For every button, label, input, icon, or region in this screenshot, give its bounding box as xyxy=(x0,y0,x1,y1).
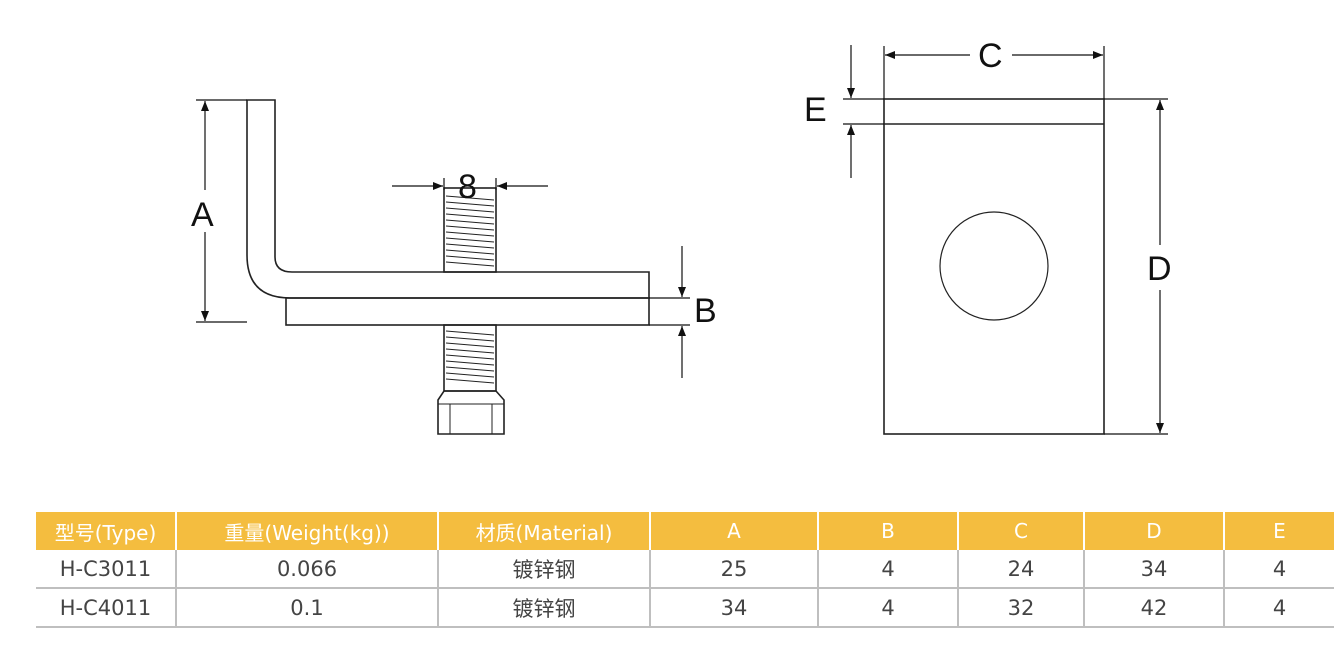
table-header-row: 型号(Type) 重量(Weight(kg)) 材质(Material) A B… xyxy=(36,512,1334,550)
label-a: A xyxy=(191,196,214,234)
dimension-e xyxy=(843,45,884,178)
dimension-b xyxy=(649,246,690,378)
side-view xyxy=(246,99,650,435)
cell-d: 42 xyxy=(1084,588,1225,628)
base-plate xyxy=(285,297,650,326)
cell-e: 4 xyxy=(1224,588,1334,628)
header-type: 型号(Type) xyxy=(36,512,177,550)
cell-c: 24 xyxy=(958,550,1085,589)
header-material: 材质(Material) xyxy=(438,512,651,550)
cell-weight: 0.1 xyxy=(176,588,439,628)
cell-material: 镀锌钢 xyxy=(438,550,651,589)
header-c: C xyxy=(958,512,1085,550)
label-d: D xyxy=(1147,250,1172,288)
header-e: E xyxy=(1224,512,1334,550)
table-row: H-C3011 0.066 镀锌钢 25 4 24 34 4 xyxy=(36,550,1334,589)
spec-table: 型号(Type) 重量(Weight(kg)) 材质(Material) A B… xyxy=(36,512,1334,628)
cell-type: H-C3011 xyxy=(36,550,177,589)
label-c: C xyxy=(978,37,1003,75)
dimension-a xyxy=(196,99,247,323)
cell-weight: 0.066 xyxy=(176,550,439,589)
cell-a: 25 xyxy=(650,550,819,589)
dimension-c xyxy=(883,46,1105,99)
cell-c: 32 xyxy=(958,588,1085,628)
dimension-bolt xyxy=(392,178,548,190)
front-view xyxy=(883,98,1105,435)
header-b: B xyxy=(818,512,959,550)
header-weight: 重量(Weight(kg)) xyxy=(176,512,439,550)
dimension-d xyxy=(1104,98,1168,435)
label-bolt-size: 8 xyxy=(458,168,477,206)
table-row: H-C4011 0.1 镀锌钢 34 4 32 42 4 xyxy=(36,588,1334,628)
cell-d: 34 xyxy=(1084,550,1225,589)
cell-a: 34 xyxy=(650,588,819,628)
bolt-thread-upper xyxy=(443,187,497,273)
plate-outline xyxy=(883,98,1105,435)
header-d: D xyxy=(1084,512,1225,550)
bolt-hole xyxy=(939,211,1049,321)
cell-material: 镀锌钢 xyxy=(438,588,651,628)
header-a: A xyxy=(650,512,819,550)
label-b: B xyxy=(694,292,717,330)
label-e: E xyxy=(804,91,827,129)
bolt-nut xyxy=(437,390,505,435)
cell-b: 4 xyxy=(818,588,959,628)
technical-drawing: A 8 B C D E xyxy=(191,37,1172,435)
hook-outline xyxy=(246,99,650,299)
cell-e: 4 xyxy=(1224,550,1334,589)
cell-type: H-C4011 xyxy=(36,588,177,628)
cell-b: 4 xyxy=(818,550,959,589)
